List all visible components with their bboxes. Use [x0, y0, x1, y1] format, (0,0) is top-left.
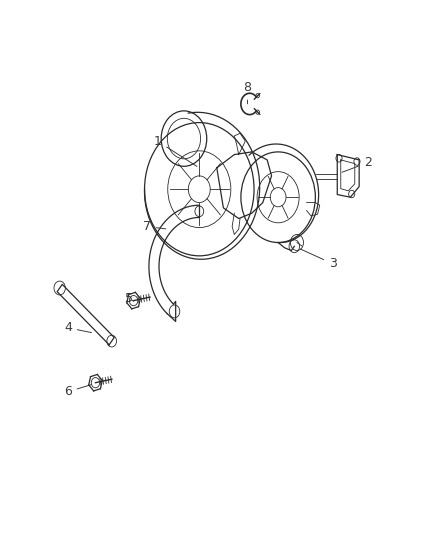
Text: 8: 8	[244, 82, 251, 104]
Text: 3: 3	[300, 249, 337, 270]
Text: 4: 4	[64, 321, 92, 334]
Text: 2: 2	[342, 156, 372, 172]
Text: 6: 6	[64, 385, 92, 398]
Text: 5: 5	[125, 292, 134, 305]
Text: 7: 7	[143, 220, 166, 233]
Text: 1: 1	[154, 135, 197, 166]
